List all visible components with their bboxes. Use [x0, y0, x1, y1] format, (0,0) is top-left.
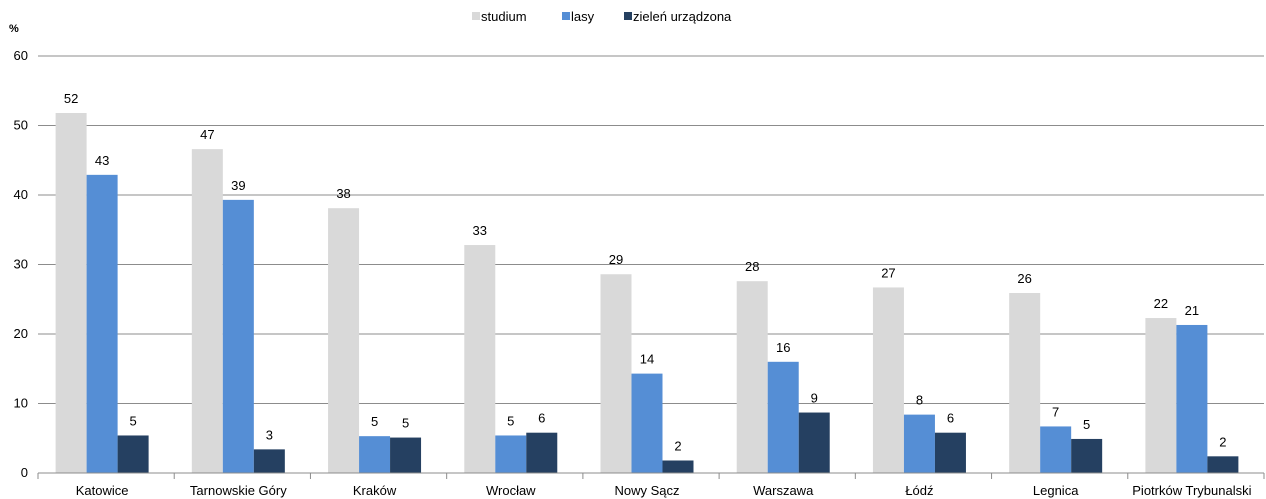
- x-category-label: Warszawa: [753, 483, 814, 498]
- bar-zieleń-urządzona-0: [117, 435, 149, 473]
- x-category-label: Wrocław: [486, 483, 536, 498]
- legend-label: studium: [481, 9, 527, 24]
- legend-item: lasy: [562, 9, 595, 24]
- x-axis: Katowice Tarnowskie Góry Kraków Wrocław Nowy…: [37, 472, 1265, 498]
- data-label: 5: [129, 413, 136, 428]
- legend-item: zieleń urządzona: [624, 9, 732, 24]
- legend-swatch: [624, 12, 632, 20]
- y-tick-label: 40: [14, 187, 28, 202]
- data-label: 6: [538, 411, 545, 426]
- y-tick-label: 10: [14, 396, 28, 411]
- legend-label: lasy: [571, 9, 595, 24]
- data-label: 27: [881, 265, 895, 280]
- bar-studium-5: [736, 281, 768, 473]
- data-label: 2: [674, 438, 681, 453]
- y-tick-label: 30: [14, 257, 28, 272]
- bar-lasy-0: [86, 174, 118, 473]
- bar-zieleń-urządzona-8: [1207, 456, 1239, 473]
- x-category-label: Legnica: [1033, 483, 1079, 498]
- data-label: 16: [776, 340, 790, 355]
- y-tick-label: 60: [14, 48, 28, 63]
- bar-lasy-1: [222, 199, 254, 474]
- data-label: 2: [1219, 434, 1226, 449]
- y-tick-label: 50: [14, 118, 28, 133]
- bar-zieleń-urządzona-5: [798, 412, 830, 473]
- bar-studium-1: [191, 149, 223, 473]
- bar-lasy-3: [495, 435, 527, 473]
- y-tick-label: 0: [21, 465, 28, 480]
- bar-zieleń-urządzona-6: [934, 432, 966, 473]
- data-label: 3: [266, 427, 273, 442]
- x-category-label: Tarnowskie Góry: [190, 483, 287, 498]
- data-label: 29: [609, 252, 623, 267]
- bar-studium-7: [1009, 292, 1041, 473]
- x-category-label: Piotrków Trybunalski: [1132, 483, 1251, 498]
- bar-zieleń-urządzona-2: [390, 437, 422, 473]
- data-label: 7: [1052, 404, 1059, 419]
- bar-lasy-5: [767, 361, 799, 473]
- legend-item: studium: [472, 9, 527, 24]
- data-label: 39: [231, 178, 245, 193]
- data-label: 28: [745, 259, 759, 274]
- bar-zieleń-urządzona-7: [1071, 438, 1103, 473]
- bar-lasy-4: [631, 373, 663, 473]
- bar-studium-6: [872, 287, 904, 473]
- y-axis-unit-label: %: [9, 23, 19, 35]
- data-label: 5: [402, 416, 409, 431]
- data-label: 22: [1154, 296, 1168, 311]
- y-axis-ticks: 0 10 20 30 40 50 60: [14, 48, 28, 480]
- bars: [55, 112, 1239, 474]
- bar-lasy-2: [359, 436, 391, 473]
- legend-swatch: [472, 12, 480, 20]
- y-tick-label: 20: [14, 326, 28, 341]
- bar-studium-0: [55, 112, 87, 474]
- data-label: 8: [916, 393, 923, 408]
- bar-studium-3: [464, 245, 496, 473]
- bar-studium-8: [1145, 318, 1177, 473]
- x-category-label: Nowy Sącz: [614, 483, 679, 498]
- bar-zieleń-urządzona-1: [253, 449, 285, 473]
- bar-studium-2: [328, 208, 360, 473]
- data-label: 9: [811, 391, 818, 406]
- bar-zieleń-urządzona-3: [526, 432, 558, 473]
- bar-lasy-8: [1176, 324, 1208, 473]
- data-label: 47: [200, 127, 214, 142]
- x-category-label: Katowice: [76, 483, 129, 498]
- data-label: 52: [64, 91, 78, 106]
- data-label: 6: [947, 411, 954, 426]
- data-label: 26: [1017, 271, 1031, 286]
- x-category-label: Kraków: [353, 483, 397, 498]
- data-label: 33: [473, 223, 487, 238]
- data-label: 5: [507, 413, 514, 428]
- legend-swatch: [562, 12, 570, 20]
- data-label: 5: [371, 414, 378, 429]
- bar-zieleń-urządzona-4: [662, 460, 694, 473]
- legend: studium lasy zieleń urządzona: [472, 9, 732, 24]
- data-labels: 52 43 5 47 39 3 38 5 5 33 5 6 29 14 2 28 16 9 27 8 6 26 7 5 22 21…: [64, 91, 1227, 453]
- x-category-label: Łódź: [905, 483, 933, 498]
- data-label: 38: [336, 186, 350, 201]
- data-label: 43: [95, 153, 109, 168]
- bar-lasy-7: [1040, 426, 1072, 473]
- legend-label: zieleń urządzona: [633, 9, 732, 24]
- bar-studium-4: [600, 274, 632, 473]
- data-label: 14: [640, 352, 654, 367]
- data-label: 5: [1083, 417, 1090, 432]
- bar-lasy-6: [903, 414, 935, 473]
- data-label: 21: [1185, 303, 1199, 318]
